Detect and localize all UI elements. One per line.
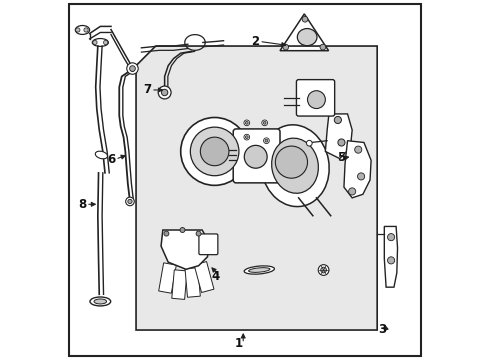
- Text: 1: 1: [235, 337, 243, 350]
- Text: 5: 5: [337, 151, 345, 165]
- Text: 3: 3: [378, 323, 386, 336]
- Ellipse shape: [271, 138, 318, 193]
- Circle shape: [200, 137, 229, 166]
- Ellipse shape: [244, 266, 274, 274]
- Circle shape: [358, 173, 365, 180]
- Circle shape: [275, 146, 308, 178]
- Text: 8: 8: [78, 198, 86, 211]
- Circle shape: [306, 140, 312, 146]
- Circle shape: [158, 86, 171, 99]
- Circle shape: [130, 66, 135, 71]
- Circle shape: [75, 28, 80, 32]
- Circle shape: [321, 267, 326, 273]
- Circle shape: [164, 231, 169, 236]
- Polygon shape: [159, 263, 176, 293]
- Polygon shape: [172, 270, 187, 300]
- Circle shape: [181, 117, 248, 185]
- Ellipse shape: [94, 299, 107, 304]
- Circle shape: [265, 139, 268, 142]
- Polygon shape: [194, 262, 214, 293]
- Circle shape: [161, 89, 168, 96]
- Ellipse shape: [297, 28, 317, 46]
- Circle shape: [320, 44, 326, 50]
- Circle shape: [338, 139, 345, 146]
- Polygon shape: [344, 141, 371, 198]
- Circle shape: [318, 265, 329, 275]
- Polygon shape: [185, 268, 200, 297]
- Circle shape: [93, 40, 97, 45]
- Text: 4: 4: [212, 270, 220, 283]
- Circle shape: [180, 228, 185, 233]
- Text: 2: 2: [251, 35, 259, 48]
- Ellipse shape: [261, 125, 329, 207]
- Circle shape: [283, 44, 289, 50]
- Circle shape: [262, 120, 268, 126]
- Circle shape: [130, 67, 135, 71]
- Circle shape: [128, 65, 137, 73]
- Ellipse shape: [75, 26, 90, 35]
- Circle shape: [244, 134, 249, 140]
- Circle shape: [196, 231, 201, 236]
- Circle shape: [245, 136, 248, 139]
- Polygon shape: [325, 114, 352, 158]
- Circle shape: [245, 145, 267, 168]
- Ellipse shape: [92, 39, 108, 46]
- Circle shape: [245, 121, 248, 124]
- Circle shape: [388, 257, 394, 264]
- FancyBboxPatch shape: [199, 234, 218, 255]
- Circle shape: [348, 188, 356, 195]
- Text: 7: 7: [143, 84, 151, 96]
- Circle shape: [264, 138, 270, 144]
- Circle shape: [302, 17, 308, 22]
- Polygon shape: [136, 46, 377, 330]
- Circle shape: [190, 127, 239, 176]
- Circle shape: [355, 146, 362, 153]
- Polygon shape: [161, 230, 209, 269]
- Circle shape: [308, 91, 325, 109]
- Circle shape: [334, 116, 342, 123]
- Ellipse shape: [95, 151, 107, 159]
- Circle shape: [127, 63, 138, 74]
- Polygon shape: [384, 226, 397, 287]
- FancyBboxPatch shape: [296, 80, 335, 116]
- Circle shape: [84, 28, 88, 32]
- Circle shape: [244, 120, 249, 126]
- Text: 6: 6: [107, 153, 115, 166]
- Ellipse shape: [248, 268, 270, 273]
- Circle shape: [263, 121, 266, 124]
- Circle shape: [126, 197, 134, 206]
- FancyBboxPatch shape: [233, 129, 280, 183]
- Polygon shape: [280, 14, 329, 51]
- Ellipse shape: [90, 297, 111, 306]
- Circle shape: [388, 234, 394, 241]
- Circle shape: [128, 199, 132, 203]
- Circle shape: [103, 40, 108, 45]
